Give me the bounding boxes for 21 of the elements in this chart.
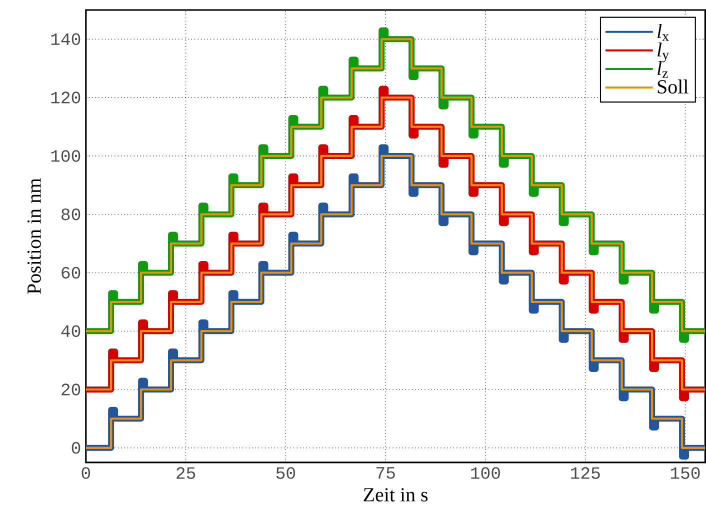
legend-label: l$_{z}$ — [658, 60, 668, 78]
x-tick-label: 100 — [471, 466, 500, 479]
legend-label: Soll — [658, 79, 688, 94]
y-tick-label: 100 — [51, 150, 80, 162]
x-tick-label: 150 — [670, 466, 700, 479]
y-axis-title: Position in nm — [27, 178, 41, 294]
x-tick-label: 125 — [571, 466, 600, 479]
x-axis-title: Zeit in s — [364, 488, 428, 502]
x-tick-label: 50 — [276, 466, 295, 479]
y-tick-label: 80 — [62, 208, 80, 220]
x-tick-label: 75 — [376, 466, 395, 479]
x-tick-label: 0 — [82, 466, 90, 479]
legend-label: l$_{y}$ — [658, 42, 670, 62]
y-tick-label: 140 — [51, 33, 80, 45]
legend-label: l$_{x}$ — [658, 24, 669, 40]
y-tick-label: 40 — [61, 325, 80, 337]
y-tick-label: 120 — [51, 91, 80, 104]
y-tick-label: 60 — [62, 266, 80, 278]
x-tick-label: 25 — [176, 466, 196, 479]
y-tick-label: 0 — [72, 442, 80, 454]
y-tick-label: 20 — [62, 383, 80, 396]
